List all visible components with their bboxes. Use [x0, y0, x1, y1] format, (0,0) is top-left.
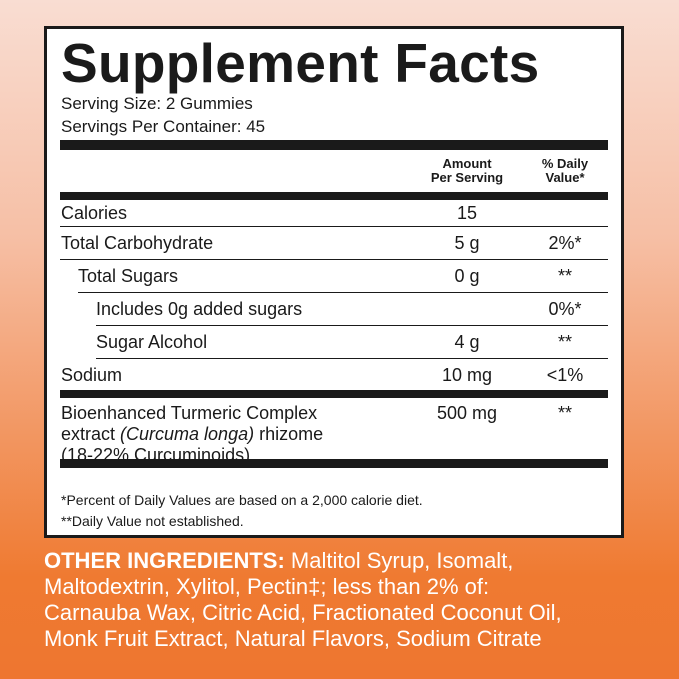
nutrient-row: Sodium 10 mg <1% — [61, 365, 584, 385]
divider-thick — [60, 192, 608, 200]
serving-size: Serving Size: 2 Gummies — [61, 94, 253, 113]
nutrient-row: Total Sugars 0 g ** — [78, 260, 608, 293]
turmeric-label: Bioenhanced Turmeric Complex extract (Cu… — [61, 403, 324, 465]
divider-thick — [60, 140, 608, 150]
servings-per-container: Servings Per Container: 45 — [61, 117, 266, 136]
footnote-daily-values: *Percent of Daily Values are based on a … — [61, 492, 423, 508]
divider-thick — [60, 390, 608, 398]
divider-thick — [60, 459, 608, 468]
nutrient-row: Calories 15 — [60, 200, 608, 227]
panel-title: Supplement Facts — [61, 32, 540, 94]
nutrient-row: Sugar Alcohol 4 g ** — [96, 326, 608, 359]
nutrient-row: Total Carbohydrate 5 g 2%* — [60, 227, 608, 260]
nutrient-row: Includes 0g added sugars 0%* — [96, 293, 608, 326]
turmeric-row: Bioenhanced Turmeric Complex extract (Cu… — [61, 403, 572, 465]
other-ingredients: OTHER INGREDIENTS: Maltitol Syrup, Isoma… — [44, 548, 562, 651]
footnote-not-established: **Daily Value not established. — [61, 513, 244, 529]
amount-header: Amount Per Serving — [430, 156, 504, 185]
supplement-facts-panel: Supplement Facts Serving Size: 2 Gummies… — [44, 26, 624, 538]
dv-header: % Daily Value* — [541, 156, 589, 185]
